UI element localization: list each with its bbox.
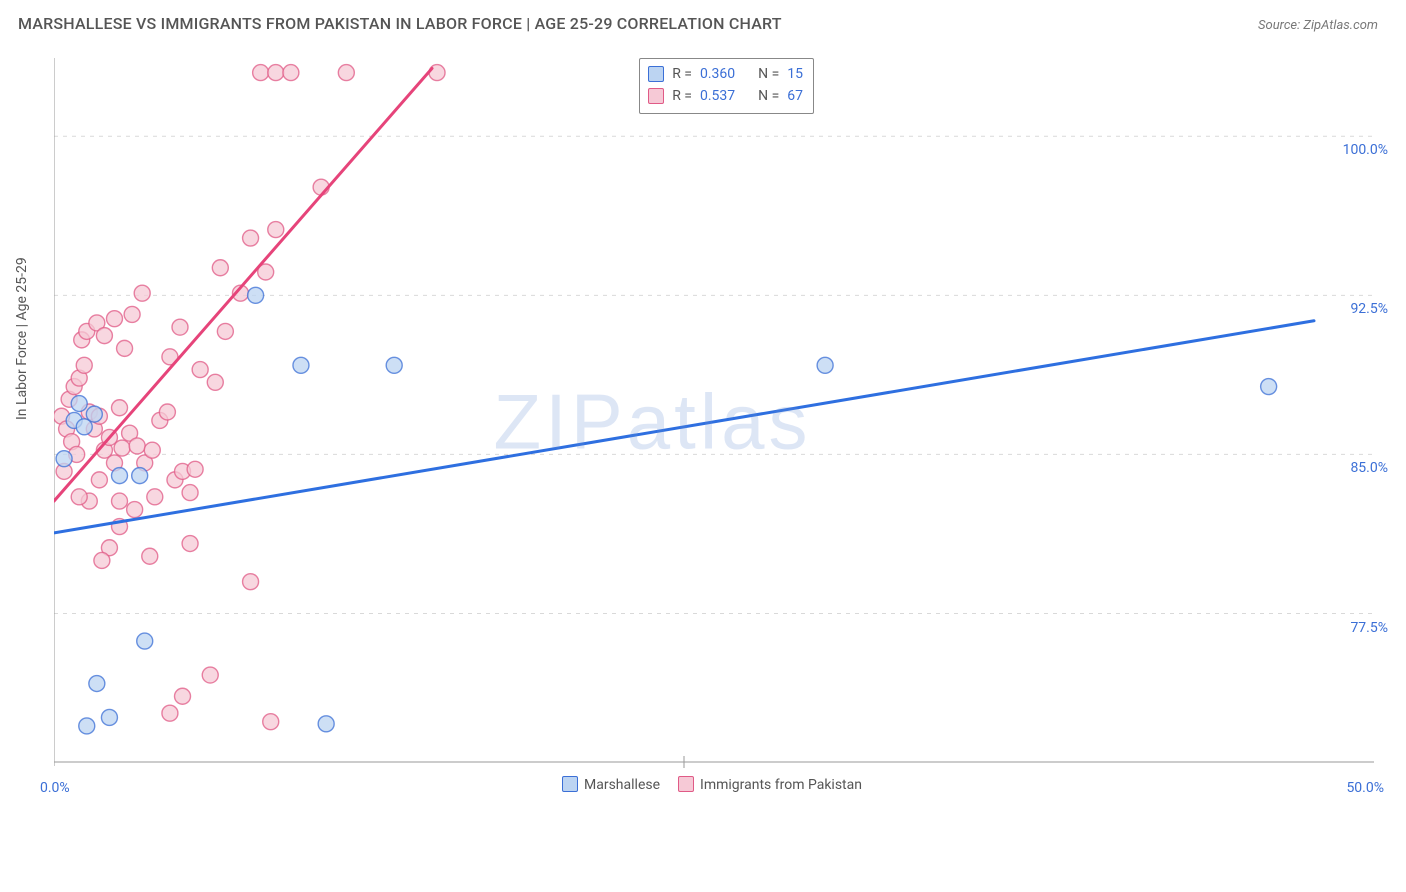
chart-header: MARSHALLESE VS IMMIGRANTS FROM PAKISTAN …	[0, 0, 1406, 41]
y-tick-label: 77.5%	[1350, 620, 1388, 636]
chart-source: Source: ZipAtlas.com	[1258, 18, 1378, 33]
series-legend: MarshalleseImmigrants from Pakistan	[0, 776, 1406, 888]
y-axis-label: In Labor Force | Age 25-29	[14, 257, 30, 420]
legend-item: Marshallese	[544, 777, 660, 793]
scatter-plot-svg	[54, 52, 1384, 792]
y-tick-label: 85.0%	[1350, 460, 1388, 476]
y-tick-label: 92.5%	[1350, 301, 1388, 317]
plot-area: ZIPatlas R =0.360 N =15 R =0.537 N =67	[54, 52, 1384, 792]
correlation-legend: R =0.360 N =15 R =0.537 N =67	[639, 58, 814, 114]
y-tick-label: 100.0%	[1343, 142, 1388, 158]
chart-title: MARSHALLESE VS IMMIGRANTS FROM PAKISTAN …	[18, 14, 782, 33]
legend-item: Immigrants from Pakistan	[660, 777, 862, 793]
